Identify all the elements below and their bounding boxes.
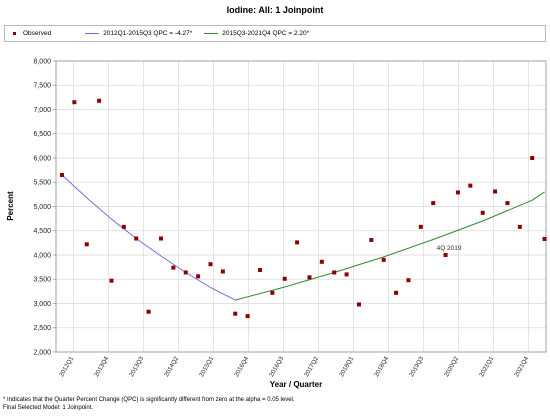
observed-point — [97, 98, 102, 103]
segment2-line — [235, 191, 545, 301]
legend-item-segment2: 2015Q3-2021Q4 QPC = 2.20* — [204, 30, 309, 37]
segment1-line — [61, 174, 236, 301]
observed-point — [332, 270, 337, 275]
y-axis-label: Percent — [6, 191, 15, 221]
observed-point — [60, 172, 64, 177]
observed-point — [109, 278, 114, 283]
observed-point — [282, 276, 287, 281]
observed-point — [517, 224, 522, 229]
y-axis: 2,000 2,500 3,000 3,500 4,000 4,500 5,000 5,500… — [33, 58, 56, 356]
observed-point — [542, 236, 547, 241]
observed-point — [443, 253, 448, 257]
trend-lines — [61, 174, 545, 301]
legend: Observed 2012Q1-2015Q3 QPC = -4.27* 2015… — [4, 25, 546, 42]
chart-area: 2,000 2,500 3,000 3,500 4,000 4,500 5,000 5,500… — [6, 58, 547, 389]
legend-label-observed: Observed — [23, 30, 52, 37]
x-tick-label: 2019Q3 — [408, 355, 425, 378]
x-tick-label: 2020Q2 — [443, 355, 460, 378]
y-tick-label: 3,000 — [33, 301, 51, 308]
observed-point — [418, 224, 423, 229]
observed-point — [134, 236, 139, 241]
observed-point — [84, 242, 89, 247]
x-tick-label: 2017Q2 — [303, 355, 320, 378]
observed-point — [257, 268, 262, 273]
observed-point — [146, 309, 151, 314]
y-tick-label: 5,000 — [33, 204, 51, 211]
observed-point — [431, 201, 436, 206]
observed-point — [505, 201, 510, 206]
footnote-model: Final Selected Model: 1 Joinpoint. — [3, 405, 94, 411]
y-tick-label: 2,500 — [33, 325, 51, 332]
observed-point — [121, 224, 126, 229]
observed-point — [468, 183, 473, 188]
observed-point — [307, 275, 312, 280]
x-tick-label: 2013Q4 — [93, 355, 110, 378]
y-tick-label: 2,000 — [33, 349, 51, 356]
legend-item-segment1: 2012Q1-2015Q3 QPC = -4.27* — [85, 30, 192, 37]
y-tick-label: 7,000 — [33, 107, 51, 114]
annotation-label: 4Q 2019 — [437, 245, 462, 252]
observed-point — [381, 257, 386, 262]
observed-points — [60, 98, 547, 319]
x-tick-label: 2021Q1 — [478, 355, 495, 378]
x-tick-label: 2012Q1 — [58, 355, 75, 378]
observed-point — [158, 236, 163, 241]
x-tick-label: 2014Q2 — [163, 355, 180, 378]
observed-point — [455, 190, 460, 195]
y-tick-label: 6,000 — [33, 155, 51, 162]
x-tick-label: 2013Q3 — [128, 355, 145, 378]
observed-point — [295, 240, 300, 245]
observed-point — [356, 302, 361, 307]
x-tick-label: 2015Q1 — [198, 355, 215, 378]
observed-point — [406, 278, 411, 283]
segment2-line-icon — [204, 33, 219, 34]
x-axis-label: Year / Quarter — [270, 380, 322, 389]
observed-point — [480, 210, 485, 215]
observed-marker-icon — [13, 32, 16, 35]
y-tick-label: 8,000 — [33, 58, 51, 65]
observed-point — [72, 100, 77, 105]
y-tick-label: 7,500 — [33, 83, 51, 90]
observed-point — [394, 290, 399, 295]
y-tick-label: 4,500 — [33, 228, 51, 235]
x-tick-label: 2016Q3 — [268, 355, 285, 378]
chart-title: Iodine: All: 1 Joinpoint — [226, 5, 324, 15]
y-tick-label: 4,000 — [33, 252, 51, 259]
footnote-significance: * Indicates that the Quarter Percent Cha… — [3, 397, 295, 403]
observed-point — [196, 274, 201, 279]
x-tick-label: 2018Q1 — [338, 355, 355, 378]
x-axis: 2012Q1 2013Q4 2013Q3 2014Q2 2015Q1 2016Q4 2016… — [58, 355, 530, 378]
x-tick-label: 2016Q4 — [233, 355, 250, 378]
gridlines — [56, 61, 546, 352]
observed-point — [171, 265, 176, 270]
segment1-line-icon — [85, 33, 100, 34]
observed-point — [183, 270, 188, 275]
observed-point — [233, 311, 238, 316]
y-tick-label: 6,500 — [33, 131, 51, 138]
y-tick-label: 5,500 — [33, 180, 51, 187]
observed-point — [220, 269, 225, 274]
observed-point — [245, 314, 250, 319]
legend-label-segment1: 2012Q1-2015Q3 QPC = -4.27* — [103, 30, 193, 37]
observed-point — [270, 290, 275, 295]
y-tick-label: 3,500 — [33, 277, 51, 284]
x-tick-label: 2018Q4 — [373, 355, 390, 378]
observed-point — [344, 272, 349, 277]
observed-point — [530, 156, 535, 160]
observed-point — [208, 262, 213, 267]
observed-point — [319, 259, 324, 264]
observed-point — [493, 189, 498, 194]
x-tick-label: 2021Q4 — [513, 355, 530, 378]
legend-label-segment2: 2015Q3-2021Q4 QPC = 2.20* — [222, 30, 310, 37]
footnote: * Indicates that the Quarter Percent Cha… — [3, 396, 295, 412]
observed-point — [369, 237, 374, 242]
legend-item-observed: Observed — [13, 30, 51, 37]
